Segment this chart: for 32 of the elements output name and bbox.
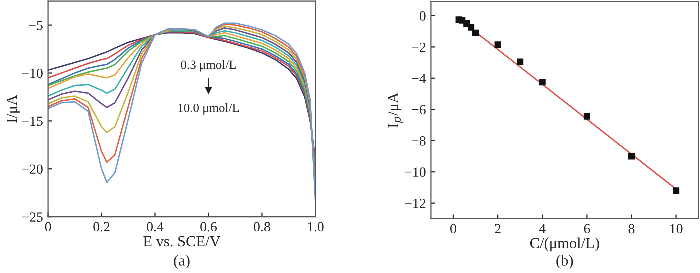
y-tick-label: −5 bbox=[29, 21, 43, 30]
x-tick-label: 0.6 bbox=[200, 222, 218, 232]
y-axis-title: I$_{p}$/μA bbox=[388, 92, 404, 128]
x-tick-label: 0 bbox=[450, 224, 456, 234]
y-tick-label: −6 bbox=[412, 105, 426, 115]
x-axis-title: C/(μmol/L) bbox=[530, 238, 600, 252]
y-tick-label: −10 bbox=[405, 168, 426, 178]
x-tick-label: 2 bbox=[495, 224, 501, 234]
x-tick-label: 1.0 bbox=[308, 222, 324, 232]
x-tick-label: 10 bbox=[670, 224, 683, 234]
y-tick-label: −8 bbox=[412, 136, 426, 146]
y-tick-label: 0 bbox=[420, 12, 426, 21]
y-tick-label: −4 bbox=[412, 74, 426, 84]
annotation: 0.3 μmol/L bbox=[181, 60, 236, 72]
y-axis-title: I/μA bbox=[6, 95, 20, 123]
x-tick-label: 6 bbox=[584, 224, 590, 234]
y-tick-label: −25 bbox=[22, 212, 43, 222]
y-tick-label: −20 bbox=[22, 164, 43, 174]
x-axis-title: E vs. SCE/V bbox=[144, 236, 221, 247]
y-tick-label: −15 bbox=[22, 116, 43, 126]
x-tick-label: 0.4 bbox=[147, 222, 164, 232]
x-tick-label: 8 bbox=[628, 224, 635, 234]
y-tick-label: −10 bbox=[22, 68, 43, 78]
y-tick-label: −2 bbox=[412, 42, 426, 52]
x-tick-label: 0.8 bbox=[254, 222, 270, 232]
annotation: 10.0 μmol/L bbox=[178, 104, 240, 115]
y-tick-label: −12 bbox=[405, 198, 426, 208]
x-tick-label: 4 bbox=[539, 224, 546, 234]
x-tick-label: 0 bbox=[45, 222, 52, 232]
text: (a) bbox=[174, 255, 190, 270]
text: (b) bbox=[556, 255, 574, 270]
x-tick-label: 0.2 bbox=[94, 222, 110, 232]
